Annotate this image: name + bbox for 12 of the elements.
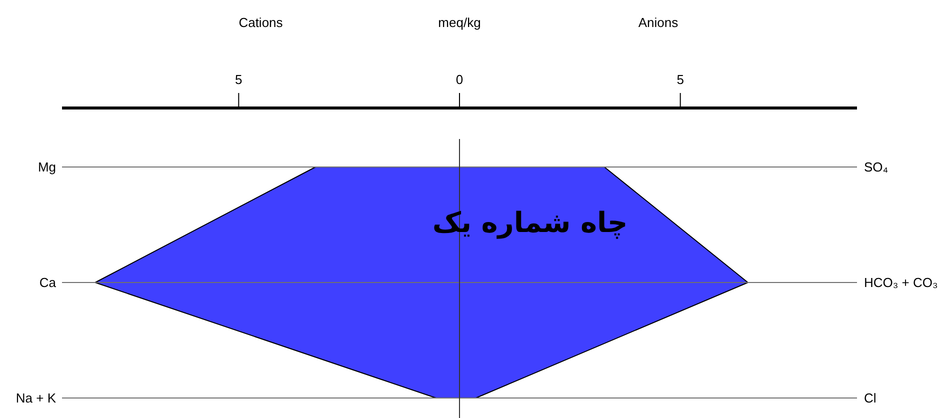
x-axis-title: meq/kg (438, 15, 481, 30)
text: Anions (638, 15, 679, 30)
y-tick-label: Na + K (16, 390, 56, 406)
x-tick-label: 5 (676, 72, 684, 87)
y-tick-label: Ca (39, 275, 57, 290)
y2-tick-label: HCO₃ + CO₃ (864, 275, 938, 290)
text: Cations (238, 15, 284, 30)
y2-tick-label: SO₄ (864, 160, 888, 175)
y-tick-label: Mg (38, 160, 56, 175)
x-tick-label: 5 (235, 72, 242, 87)
y2-tick-label: Cl (864, 390, 876, 406)
x-tick-label: 0 (456, 72, 464, 87)
